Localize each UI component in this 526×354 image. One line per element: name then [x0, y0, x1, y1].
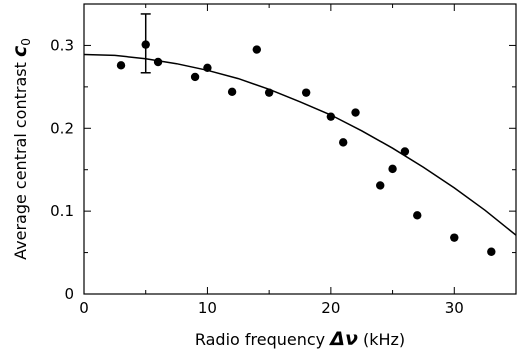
data-point [252, 45, 261, 54]
data-point [339, 138, 348, 147]
y-axis-label-symbol: c [9, 45, 31, 57]
data-point [116, 61, 126, 70]
data-points [116, 40, 496, 256]
axis-ticks [83, 4, 516, 295]
x-tick-label: 30 [445, 299, 464, 317]
y-tick-label: 0.1 [50, 202, 74, 220]
data-point [388, 164, 397, 174]
data-point [203, 63, 212, 72]
data-point [141, 40, 150, 49]
data-point [264, 88, 274, 97]
y-tick-label: 0.2 [50, 119, 74, 137]
x-tick-label: 10 [198, 299, 217, 317]
x-axis-label-symbol: Δν [328, 328, 358, 350]
x-axis-label-prefix: Radio frequency [195, 330, 330, 349]
x-tick-label: 0 [79, 299, 89, 317]
data-point [326, 112, 336, 121]
y-axis-label-prefix: Average central contrast [11, 57, 30, 260]
data-point [376, 181, 385, 190]
x-tick-label: 20 [321, 299, 340, 317]
data-point [450, 233, 459, 242]
data-point [413, 211, 422, 220]
y-tick-label: 0.3 [50, 36, 74, 54]
data-point [487, 247, 496, 256]
data-point [301, 88, 311, 97]
data-point [153, 57, 163, 67]
data-point [400, 147, 410, 156]
data-point [227, 87, 237, 97]
tick-labels: 0 10 20 30 0 0.1 0.2 0.3 [50, 36, 464, 317]
data-point [351, 108, 360, 117]
x-axis-label: Radio frequency Δν (kHz) [195, 328, 405, 350]
x-axis-label-suffix: (kHz) [358, 330, 405, 349]
plot-frame [83, 3, 517, 295]
y-axis-label: Average central contrast c0 [9, 38, 33, 260]
y-tick-label: 0 [64, 285, 74, 303]
y-axis-label-subscript: 0 [19, 38, 33, 46]
fit-curve [84, 53, 516, 236]
data-point [190, 72, 200, 82]
